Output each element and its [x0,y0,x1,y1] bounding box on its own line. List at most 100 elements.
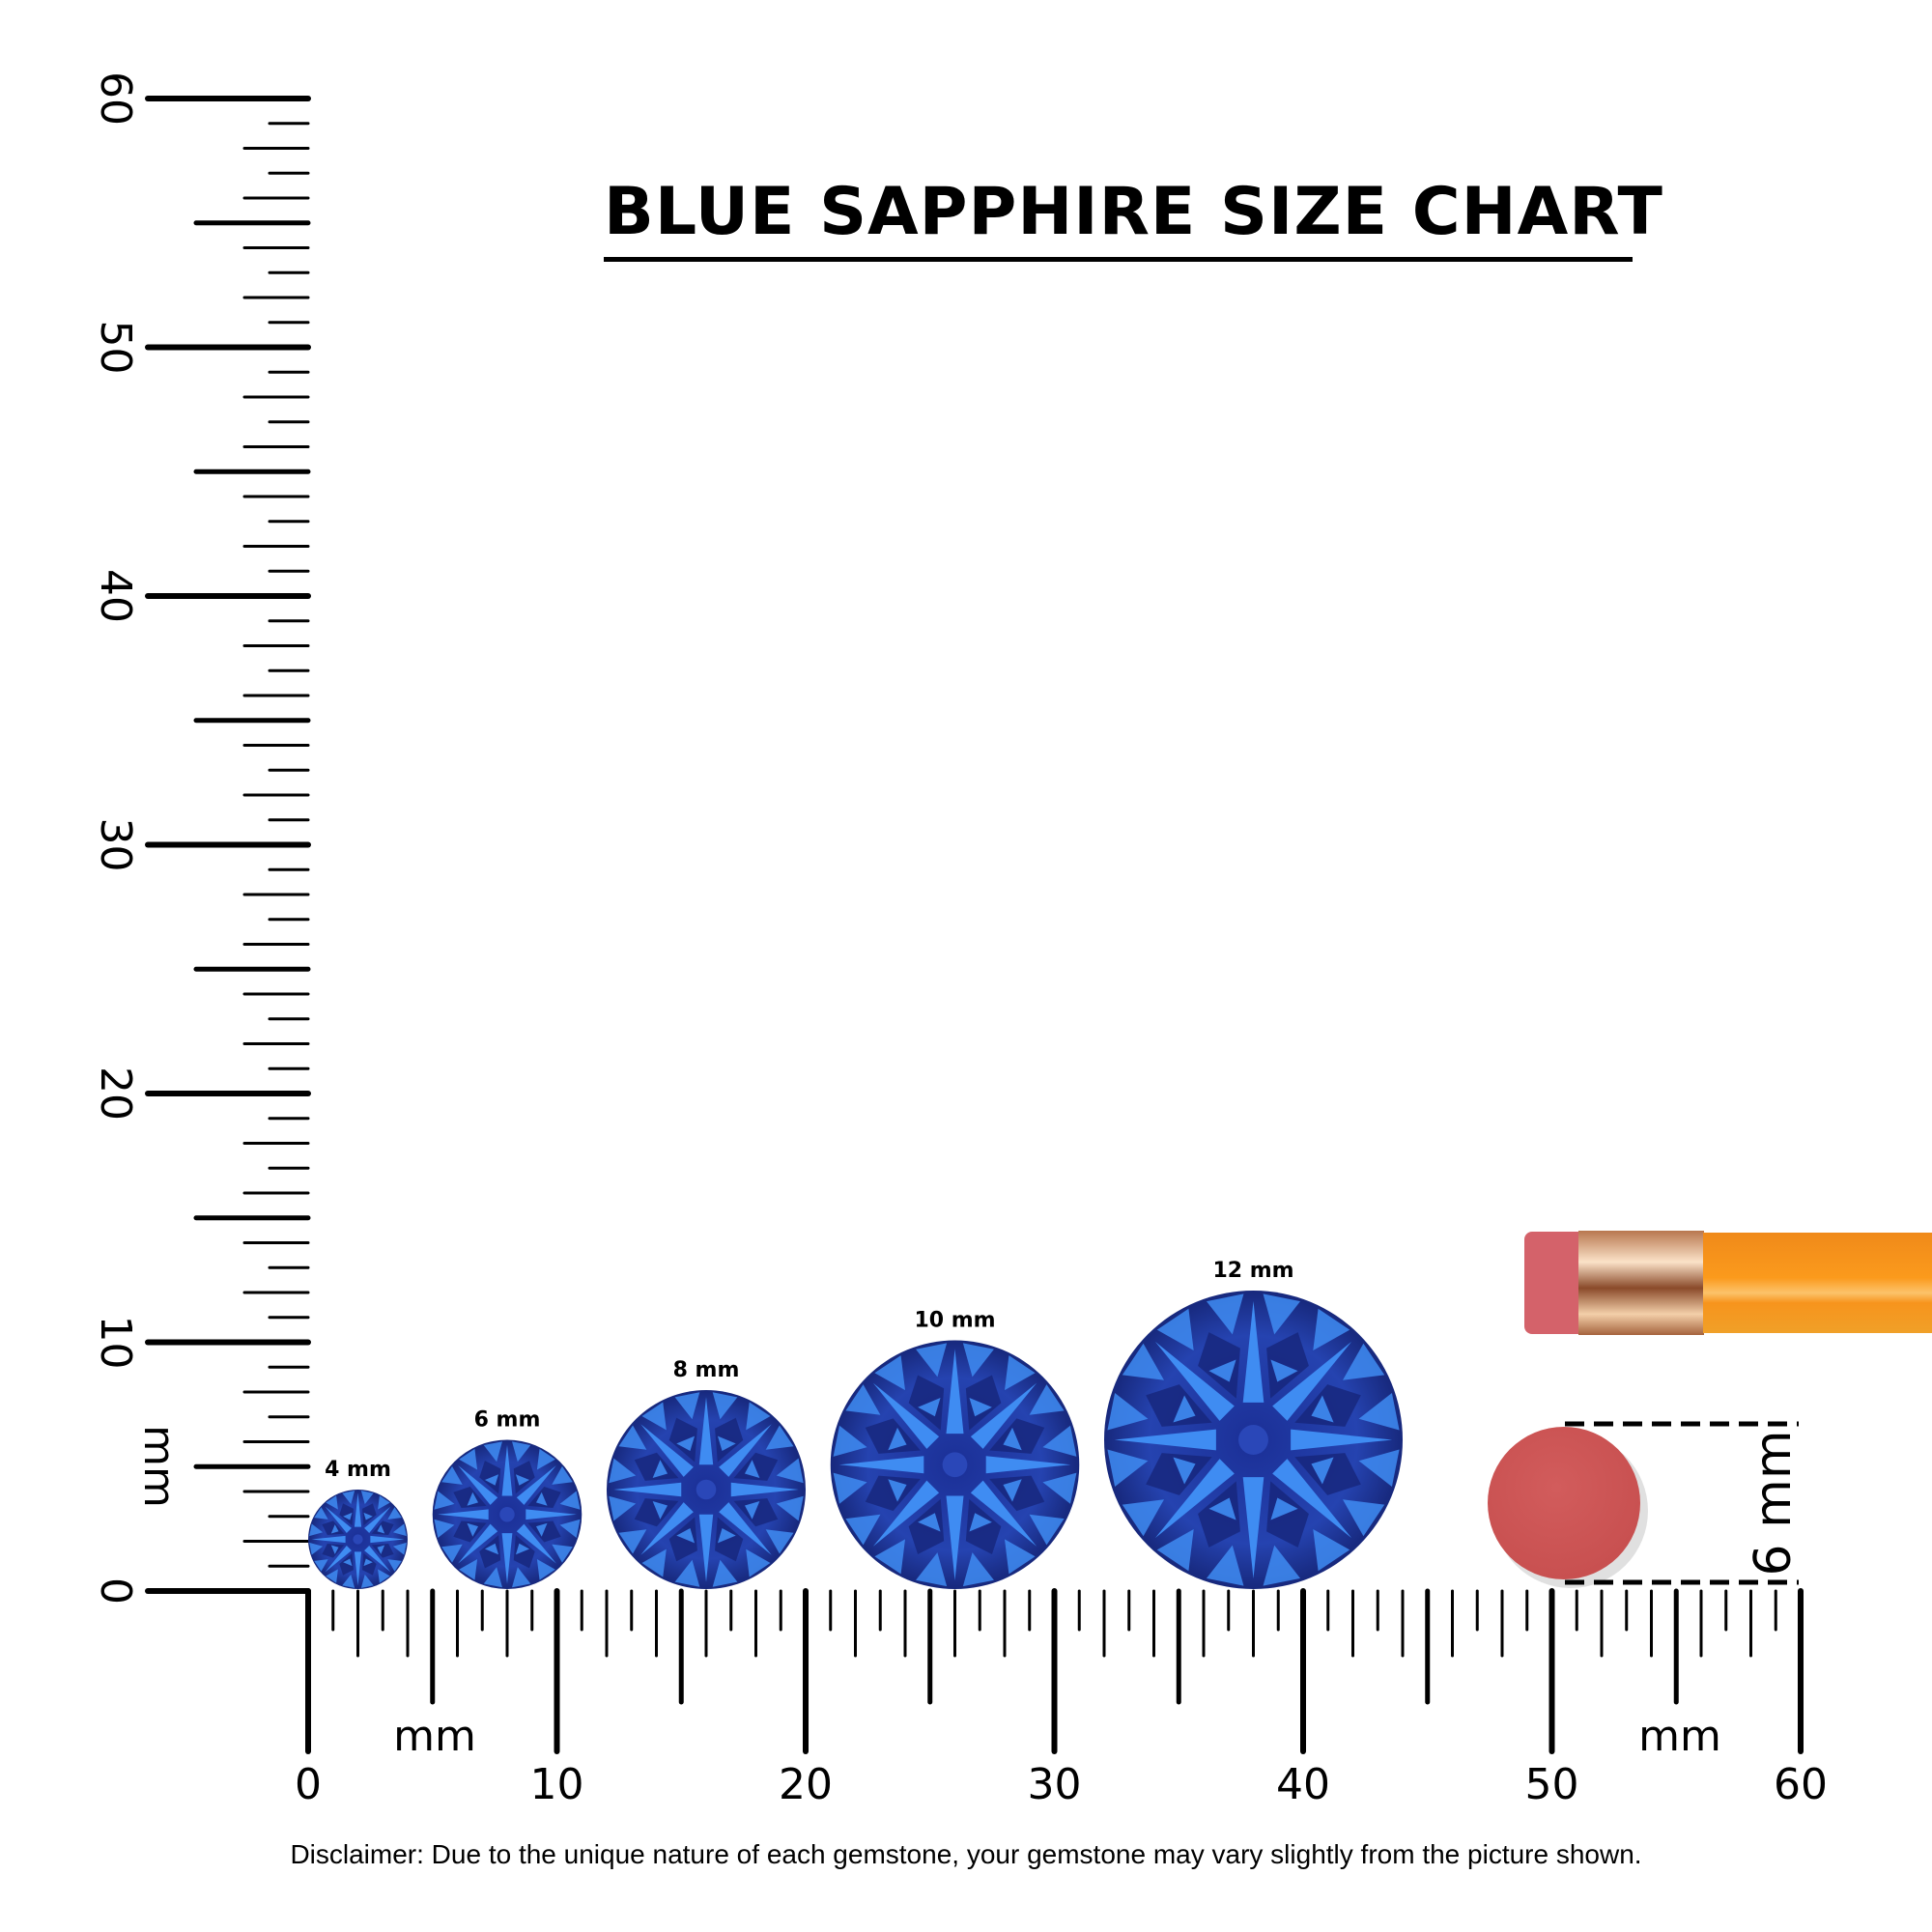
gem-facet [378,1569,390,1583]
gem-facet [609,1458,637,1484]
gem-kite-facet [1266,1481,1309,1548]
y-tick-label: 30 [91,818,140,872]
gem-facet [363,1512,373,1520]
gem-kite-facet [322,1520,345,1535]
gem-facet [1173,1395,1196,1423]
gem-facet [676,1435,696,1452]
gem-kite-facet [479,1535,501,1569]
gem-star-facet [1272,1459,1352,1539]
gem-star-facet [354,1492,362,1527]
gem-facet [674,1392,700,1420]
gem-kite-facet [715,1417,744,1463]
gem-facet [744,1500,760,1520]
gem-kite-facet [634,1452,679,1481]
gem-kite-facet [1266,1332,1309,1399]
x-axis-label: mm [393,1712,476,1761]
gem-kite-facet [733,1498,779,1527]
gem-facet [378,1495,390,1510]
gem-facet [484,1474,499,1486]
gem-facet [1042,1425,1077,1457]
gem-kite-facet [339,1552,354,1576]
gem-facet [342,1574,355,1588]
gem-facet [535,1492,548,1506]
gem-kite-facet [513,1461,535,1494]
gem-facet [314,1559,328,1572]
gem-star-facet [719,1502,772,1555]
gem-star-facet [364,1546,391,1573]
gem-kite-facet [1198,1481,1240,1548]
gem-kite-facet [362,1552,377,1576]
gem-facet [483,1441,502,1463]
gem-star-facet [458,1464,498,1505]
gem-kite-facet [371,1520,394,1535]
gem-facet [515,1474,530,1486]
x-tick-label: 20 [779,1760,833,1809]
gem-facet [535,1522,548,1537]
gem-star-facet [1154,1341,1235,1421]
y-axis-label: mm [134,1425,184,1508]
gem-facet [483,1567,502,1588]
y-tick-label: 10 [91,1316,140,1370]
gem-facet [916,1343,948,1378]
gem-kite-facet [634,1498,679,1527]
gem-facet [746,1402,771,1431]
gem-facet [309,1542,324,1555]
gem-facet [1005,1539,1036,1575]
gem-facet [641,1548,667,1577]
gem-facet [652,1460,668,1479]
gem-facet [1122,1499,1165,1537]
gem-facet [552,1544,573,1563]
gem-kite-facet [453,1487,487,1508]
gem-facet [717,1435,736,1452]
gem-facet [888,1427,907,1451]
gem-facet [387,1507,402,1520]
gem-star-facet [970,1480,1037,1547]
gem-size-label: 8 mm [673,1358,740,1382]
x-tick-label: 40 [1276,1760,1330,1809]
gem-star-facet [516,1523,556,1564]
gem-facet [512,1567,531,1588]
gem-facet [387,1559,402,1572]
gem-star-facet [640,1424,694,1477]
gem-facet [1042,1472,1077,1504]
x-tick-label: 50 [1525,1760,1579,1809]
gem-star-facet [1242,1300,1264,1403]
gem-facet [512,1441,531,1463]
gem-culet [942,1452,968,1478]
gem-star-facet [698,1397,714,1465]
gem-facet [459,1558,478,1580]
gem-facet [1206,1293,1244,1335]
gem-star-facet [872,1480,940,1547]
gem-facet [392,1523,407,1537]
gem-facet [536,1448,555,1470]
gem-kite-facet [908,1375,945,1431]
y-tick-label: 40 [91,569,140,623]
reference-size-label: 6 mm [1745,1431,1803,1577]
gem-facet [1156,1308,1194,1351]
gem-facet [559,1491,581,1510]
gem-facet [484,1543,499,1555]
gem-facet [962,1343,994,1378]
gem-star-facet [364,1506,391,1533]
y-tick-label: 50 [91,321,140,375]
gem-facet [1029,1514,1065,1546]
gem-facet [342,1491,355,1505]
gem-facet [330,1545,339,1554]
gem-facet [392,1542,407,1555]
gem-facet [916,1552,948,1587]
gem-star-facet [438,1509,489,1520]
gem-facet [441,1544,463,1563]
gem-kite-facet [733,1452,779,1481]
gem-star-facet [872,1382,940,1449]
gem-star-facet [698,1514,714,1582]
gem-facet [1003,1427,1022,1451]
x-tick-label: 60 [1774,1760,1828,1809]
gem-facet [712,1392,738,1420]
gem-facet [1313,1528,1350,1572]
y-tick-label: 60 [91,71,140,126]
gem-facet [652,1500,668,1520]
gem-facet [536,1558,555,1580]
x-tick-label: 0 [295,1760,322,1809]
gem-facet [377,1545,385,1554]
gem-star-facet [946,1349,964,1435]
